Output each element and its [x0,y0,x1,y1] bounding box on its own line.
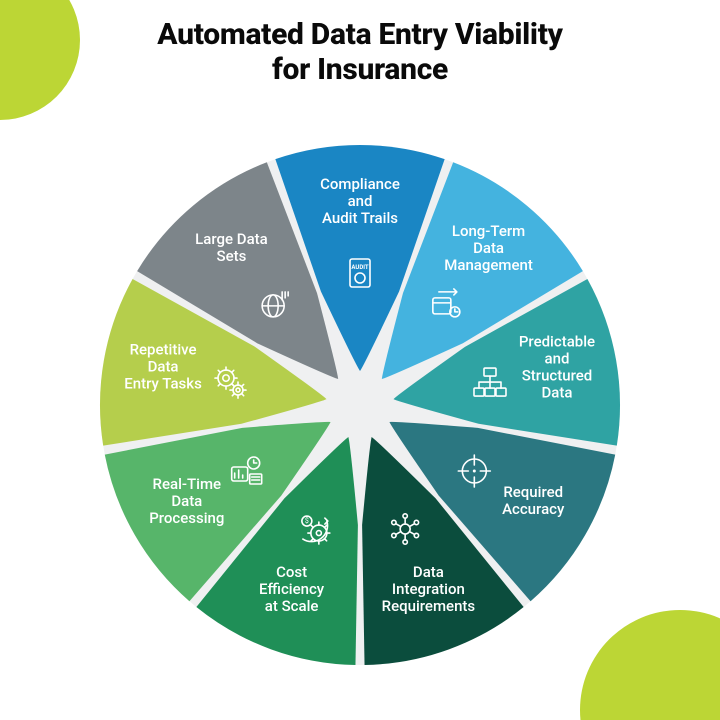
svg-text:$: $ [305,517,309,525]
segment-label: RequiredAccuracy [502,483,565,518]
viability-wheel-chart: ComplianceandAudit TrailsAUDITLong-TermD… [80,125,640,685]
page-title: Automated Data Entry Viability for Insur… [0,18,720,87]
title-line-2: for Insurance [272,52,448,87]
svg-text:AUDIT: AUDIT [351,264,369,271]
title-line-1: Automated Data Entry Viability [157,17,562,52]
